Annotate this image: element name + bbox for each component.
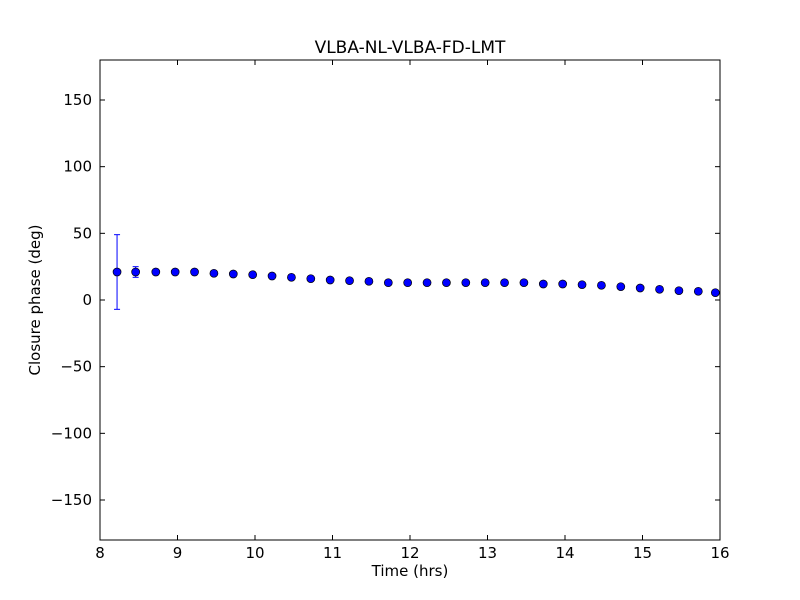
data-point [539,280,547,288]
plot-area [100,60,720,540]
data-point [656,285,664,293]
x-tick-label: 11 [323,544,342,562]
data-point [711,289,719,297]
data-point [501,279,509,287]
data-point [191,268,199,276]
x-tick-label: 14 [555,544,574,562]
data-point [346,277,354,285]
data-point [578,281,586,289]
y-tick-label: −50 [60,358,92,376]
y-tick-label: −150 [51,491,92,509]
y-tick-label: 0 [82,291,92,309]
data-point [462,279,470,287]
data-point [152,268,160,276]
data-point [210,269,218,277]
data-point [287,273,295,281]
x-tick-label: 15 [633,544,652,562]
x-tick-label: 16 [710,544,729,562]
x-axis-label: Time (hrs) [371,562,449,580]
y-tick-label: 150 [63,91,92,109]
data-point [694,287,702,295]
data-point [307,275,315,283]
data-point [365,277,373,285]
y-tick-label: 100 [63,158,92,176]
data-point [617,283,625,291]
plot-axes [100,60,720,540]
data-point [636,284,644,292]
data-point [423,279,431,287]
data-point [132,268,140,276]
data-point [597,281,605,289]
x-tick-label: 12 [400,544,419,562]
y-tick-label: 50 [73,224,92,242]
data-point [559,280,567,288]
data-point [675,287,683,295]
data-point [520,279,528,287]
x-tick-label: 10 [245,544,264,562]
y-tick-label: −100 [51,424,92,442]
data-point [268,272,276,280]
data-point [326,276,334,284]
data-point [113,268,121,276]
data-point [404,279,412,287]
data-point [171,268,179,276]
y-axis-label: Closure phase (deg) [26,225,44,376]
data-point [442,279,450,287]
x-tick-label: 13 [478,544,497,562]
data-point [249,271,257,279]
data-point [481,279,489,287]
data-point [229,270,237,278]
x-tick-label: 9 [173,544,183,562]
chart-title: VLBA-NL-VLBA-FD-LMT [315,38,506,58]
data-point [384,279,392,287]
x-tick-label: 8 [95,544,105,562]
